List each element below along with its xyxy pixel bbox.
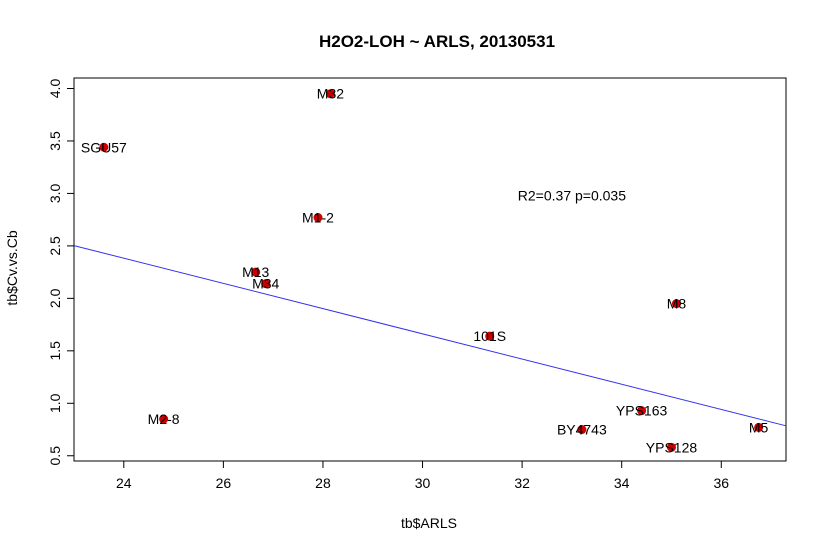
y-tick-label: 1.0	[47, 393, 63, 413]
data-point	[159, 414, 169, 424]
data-point	[251, 267, 261, 277]
point-label: YPS128	[646, 439, 698, 455]
x-axis-label: tb$ARLS	[401, 515, 457, 531]
x-tick-label: 28	[315, 475, 331, 491]
point-label: M32	[317, 86, 344, 102]
y-axis: 0.5 1.0 1.5 2.0 2.5 3.0 3.5 4.0	[47, 79, 74, 466]
chart-title: H2O2-LOH ~ ARLS, 20130531	[319, 32, 555, 51]
y-tick-label: 3.5	[47, 131, 63, 151]
data-point	[637, 406, 647, 416]
y-tick-label: 2.0	[47, 288, 63, 308]
x-tick-label: 36	[713, 475, 729, 491]
point-label: M8	[667, 296, 687, 312]
data-point	[754, 422, 764, 432]
y-tick-label: 1.5	[47, 341, 63, 361]
regression-line	[73, 245, 787, 427]
point-label: M13	[242, 264, 269, 280]
y-axis-label: tb$Cv.vs.Cb	[4, 230, 20, 305]
x-tick-label: 34	[614, 475, 630, 491]
y-tick-label: 3.0	[47, 183, 63, 203]
data-point	[99, 142, 109, 152]
y-tick-label: 4.0	[47, 79, 63, 99]
points-layer	[99, 89, 764, 452]
point-label: M1-2	[302, 210, 334, 226]
y-tick-label: 2.5	[47, 236, 63, 256]
point-label: M2-8	[148, 411, 180, 427]
point-label: SGU57	[81, 139, 127, 155]
data-point	[671, 299, 681, 309]
x-tick-label: 26	[216, 475, 232, 491]
point-label: BY4743	[557, 422, 607, 438]
x-tick-label: 30	[415, 475, 431, 491]
point-label: M5	[749, 419, 769, 435]
data-point	[666, 442, 676, 452]
plot-frame	[73, 77, 787, 462]
data-point	[261, 279, 271, 289]
x-tick-label: 24	[116, 475, 132, 491]
x-axis: 24 26 28 30 32 34 36	[116, 461, 729, 491]
point-label: M34	[252, 276, 279, 292]
point-label: 101S	[473, 328, 506, 344]
point-label: YPS163	[616, 403, 668, 419]
data-point	[325, 89, 335, 99]
x-tick-label: 32	[514, 475, 530, 491]
y-tick-label: 0.5	[47, 446, 63, 466]
regression-layer	[73, 245, 787, 427]
data-point	[577, 425, 587, 435]
data-point	[313, 213, 323, 223]
stats-annotation: R2=0.37 p=0.035	[518, 188, 626, 204]
data-point	[485, 331, 495, 341]
